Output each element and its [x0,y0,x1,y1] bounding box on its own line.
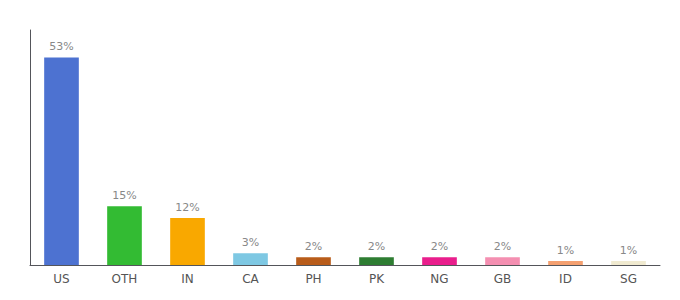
svg-text:GB: GB [494,272,512,286]
svg-text:US: US [53,272,69,286]
svg-text:SG: SG [620,272,637,286]
svg-text:CA: CA [242,272,259,286]
svg-text:2%: 2% [431,240,448,253]
svg-text:NG: NG [430,272,448,286]
svg-text:PH: PH [305,272,321,286]
svg-text:12%: 12% [175,201,199,214]
svg-text:1%: 1% [557,244,574,257]
svg-text:1%: 1% [620,244,637,257]
svg-text:OTH: OTH [112,272,138,286]
svg-text:IN: IN [181,272,194,286]
svg-text:15%: 15% [112,189,136,202]
svg-text:2%: 2% [305,240,322,253]
svg-text:3%: 3% [242,236,259,249]
svg-text:2%: 2% [494,240,511,253]
svg-text:ID: ID [559,272,572,286]
svg-text:PK: PK [369,272,385,286]
svg-text:53%: 53% [49,40,73,53]
svg-text:2%: 2% [368,240,385,253]
